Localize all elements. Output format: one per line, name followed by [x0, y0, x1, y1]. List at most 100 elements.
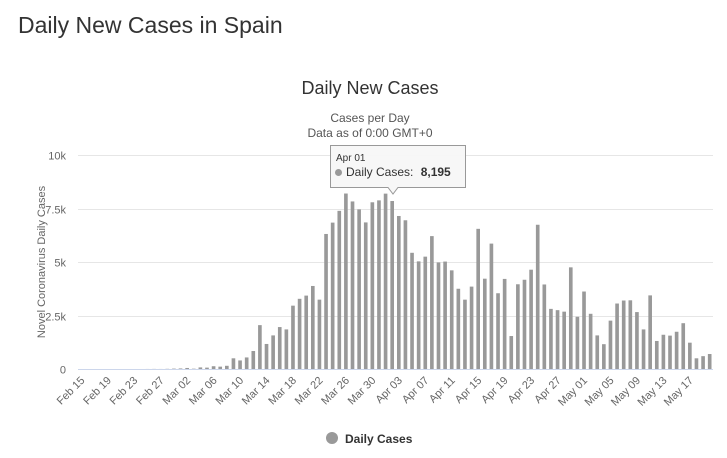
bar[interactable] — [403, 220, 408, 369]
bar[interactable] — [502, 278, 507, 369]
bar[interactable] — [641, 329, 646, 369]
bar[interactable] — [284, 329, 289, 369]
bar[interactable] — [529, 269, 533, 369]
bar[interactable] — [562, 311, 566, 369]
bar[interactable] — [291, 305, 295, 369]
bar[interactable] — [244, 357, 249, 369]
bar[interactable] — [628, 300, 633, 369]
bars — [145, 193, 712, 369]
bar[interactable] — [311, 285, 315, 369]
bar[interactable] — [681, 323, 686, 369]
x-tick-label: Feb 23 — [108, 375, 141, 408]
y-tick-label: 2.5k — [45, 312, 66, 324]
bar[interactable] — [218, 366, 223, 369]
bar[interactable] — [621, 300, 626, 369]
tooltip-date: Apr 01 — [336, 153, 366, 164]
bar[interactable] — [522, 279, 527, 369]
bar[interactable] — [370, 202, 375, 369]
bar[interactable] — [304, 295, 309, 369]
bar[interactable] — [635, 312, 639, 369]
x-tick-label: Mar 22 — [293, 375, 326, 408]
bar[interactable] — [350, 201, 355, 369]
bar[interactable] — [198, 367, 203, 369]
bar[interactable] — [582, 291, 586, 369]
bar[interactable] — [416, 261, 421, 369]
bar[interactable] — [430, 236, 434, 369]
bar[interactable] — [688, 342, 692, 369]
bar[interactable] — [463, 299, 467, 369]
bar[interactable] — [595, 335, 600, 369]
bar[interactable] — [357, 209, 361, 369]
bar[interactable] — [489, 243, 494, 369]
bar[interactable] — [568, 267, 573, 369]
bar[interactable] — [648, 295, 652, 369]
bar[interactable] — [271, 335, 275, 369]
chart-subtitle-2: Data as of 0:00 GMT+0 — [307, 126, 432, 140]
bar[interactable] — [337, 210, 342, 369]
bar[interactable] — [238, 360, 242, 369]
x-tick-label: May 17 — [662, 375, 696, 409]
bar[interactable] — [344, 193, 348, 369]
chart-title: Daily New Cases — [301, 78, 438, 98]
bar[interactable] — [668, 335, 672, 369]
bar[interactable] — [482, 278, 487, 369]
bar[interactable] — [205, 367, 209, 369]
legend-label[interactable]: Daily Cases — [345, 432, 413, 446]
bar[interactable] — [396, 215, 401, 369]
bar[interactable] — [615, 303, 619, 369]
x-tick-label: Mar 02 — [161, 375, 194, 408]
bar[interactable] — [185, 367, 189, 369]
bar[interactable] — [363, 222, 368, 369]
bar[interactable] — [178, 368, 183, 369]
bar[interactable] — [549, 308, 553, 369]
bar[interactable] — [423, 256, 428, 369]
bar[interactable] — [707, 354, 712, 369]
bar[interactable] — [251, 351, 256, 369]
bar[interactable] — [449, 270, 454, 369]
bar[interactable] — [297, 298, 302, 369]
bar[interactable] — [264, 343, 269, 369]
bar[interactable] — [469, 286, 474, 369]
chart-subtitle-1: Cases per Day — [330, 111, 409, 125]
bar[interactable] — [555, 310, 560, 369]
bar[interactable] — [436, 262, 441, 369]
bar[interactable] — [509, 336, 514, 369]
y-tick-labels: 0 2.5k 5k 7.5k 10k — [45, 151, 66, 377]
bar[interactable] — [258, 325, 262, 369]
bar[interactable] — [277, 327, 282, 369]
bar[interactable] — [377, 200, 381, 369]
y-tick-label: 10k — [48, 151, 66, 163]
bar[interactable] — [575, 316, 580, 369]
bar[interactable] — [383, 193, 388, 369]
x-tick-label: Apr 15 — [453, 375, 484, 406]
legend-marker[interactable] — [326, 432, 338, 444]
bar[interactable] — [324, 233, 328, 369]
bar[interactable] — [443, 261, 447, 369]
bar[interactable] — [602, 344, 606, 369]
bar[interactable] — [674, 331, 679, 369]
bar[interactable] — [608, 320, 613, 369]
bar[interactable] — [542, 284, 547, 369]
bar[interactable] — [330, 222, 335, 369]
bar[interactable] — [225, 365, 229, 369]
y-tick-label: 5k — [54, 258, 66, 270]
bar[interactable] — [211, 366, 216, 369]
x-tick-label: Mar 26 — [319, 375, 352, 408]
bar[interactable] — [390, 201, 395, 369]
bar[interactable] — [694, 358, 699, 369]
bar[interactable] — [588, 313, 593, 369]
bar[interactable] — [661, 334, 666, 369]
bar[interactable] — [410, 252, 414, 369]
bar[interactable] — [317, 299, 322, 369]
bar[interactable] — [654, 340, 659, 369]
bar[interactable] — [535, 224, 540, 369]
bar[interactable] — [701, 356, 705, 369]
x-tick-label: Mar 10 — [214, 375, 247, 408]
legend[interactable]: Daily Cases — [326, 432, 413, 446]
bar[interactable] — [231, 358, 236, 369]
bar[interactable] — [496, 293, 500, 369]
bar[interactable] — [516, 284, 520, 369]
tooltip: Apr 01 Daily Cases: 8,195 — [330, 145, 466, 195]
bar[interactable] — [476, 228, 480, 369]
bar[interactable] — [456, 288, 461, 369]
